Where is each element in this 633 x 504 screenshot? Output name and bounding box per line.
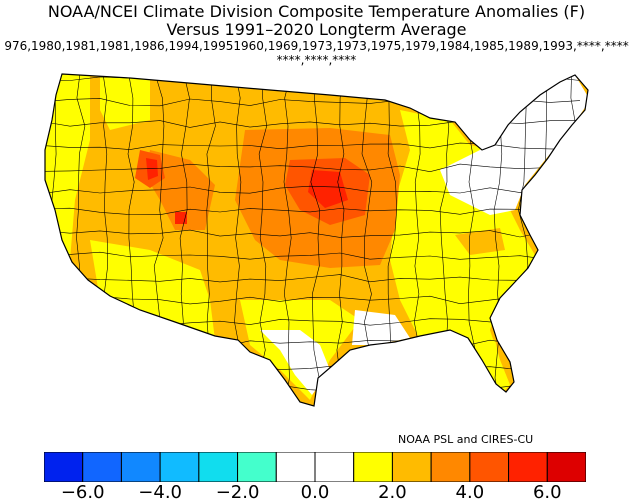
division-boundary-line xyxy=(283,74,292,406)
map-title-line2: Versus 1991–2020 Longterm Average xyxy=(166,20,467,39)
colorbar-swatch xyxy=(120,452,161,482)
colorbar-tick-label: −2.0 xyxy=(215,482,260,503)
region-florida xyxy=(470,335,510,395)
colorbar-swatch xyxy=(237,452,277,482)
colorbar-tick-label: 0.0 xyxy=(300,482,330,503)
map-title-line1: NOAA/NCEI Climate Division Composite Tem… xyxy=(47,2,586,21)
colorbar-swatch xyxy=(391,452,432,482)
colorbar-swatch xyxy=(546,452,586,482)
region-gulf-near-zero xyxy=(352,310,410,345)
region-appalachia-plus2-3 xyxy=(455,228,505,255)
division-boundary-line xyxy=(45,251,581,261)
colorbar-tick-label: −6.0 xyxy=(60,482,105,503)
colorbar-swatch xyxy=(44,452,84,482)
colorbar-tick-label: 2.0 xyxy=(378,482,407,503)
colorbar-tick-label: 6.0 xyxy=(532,482,562,503)
region-idaho-plus5-6 xyxy=(146,158,158,180)
division-boundary-line xyxy=(45,207,581,216)
region-texas-near-zero xyxy=(260,330,330,395)
colorbar-swatch xyxy=(469,452,510,482)
division-boundary-line xyxy=(45,163,581,173)
colorbar-swatch xyxy=(159,452,200,482)
division-boundary-line xyxy=(336,74,346,406)
colorbar-swatch xyxy=(430,452,471,482)
colorbar-swatch xyxy=(198,452,239,482)
colorbar-swatch xyxy=(275,452,316,482)
composite-years-line2: ****,****,**** xyxy=(276,54,357,67)
region-utah-plus5-6 xyxy=(175,212,187,224)
colorbar-tick-label: 4.0 xyxy=(455,482,485,503)
colorbar-swatch xyxy=(353,452,393,482)
division-boundary-line xyxy=(310,74,321,406)
composite-years-line1: 976,1980,1981,1981,1986,1994,19951960,19… xyxy=(4,40,629,53)
division-boundary-line xyxy=(45,274,581,283)
anomaly-fill-layer xyxy=(45,74,588,406)
colorbar-swatch xyxy=(508,452,548,482)
region-northeast-near-zero xyxy=(440,75,588,215)
data-credit: NOAA PSL and CIRES-CU xyxy=(398,433,534,446)
division-boundary-line xyxy=(258,74,268,406)
colorbar-swatch xyxy=(82,452,122,482)
us-climate-division-map xyxy=(44,73,589,407)
division-boundary-line xyxy=(45,229,581,238)
region-southwest xyxy=(90,240,215,340)
colorbar-tick-label: −4.0 xyxy=(138,482,182,503)
region-northern-rockies xyxy=(100,76,150,130)
color-scale-bar xyxy=(44,452,586,482)
colorbar-swatch xyxy=(314,452,355,482)
